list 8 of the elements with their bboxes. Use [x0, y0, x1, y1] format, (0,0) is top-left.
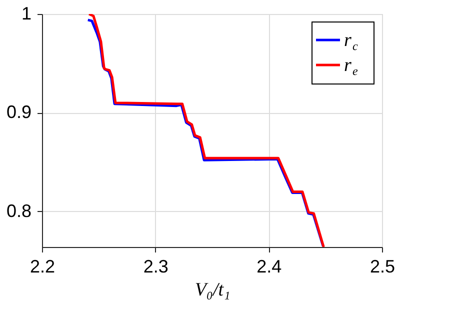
x-tick-label: 2.2: [30, 256, 56, 276]
x-tick-label: 2.4: [256, 256, 282, 276]
x-axis-title: V₀/t₁: [194, 280, 230, 300]
y-tick-label: 1: [21, 4, 32, 24]
x-tick-label: 2.3: [143, 256, 168, 276]
y-tick-label: 0.9: [6, 102, 32, 122]
y-tick-label: 0.8: [6, 200, 32, 221]
x-tick-label: 2.5: [370, 256, 396, 276]
